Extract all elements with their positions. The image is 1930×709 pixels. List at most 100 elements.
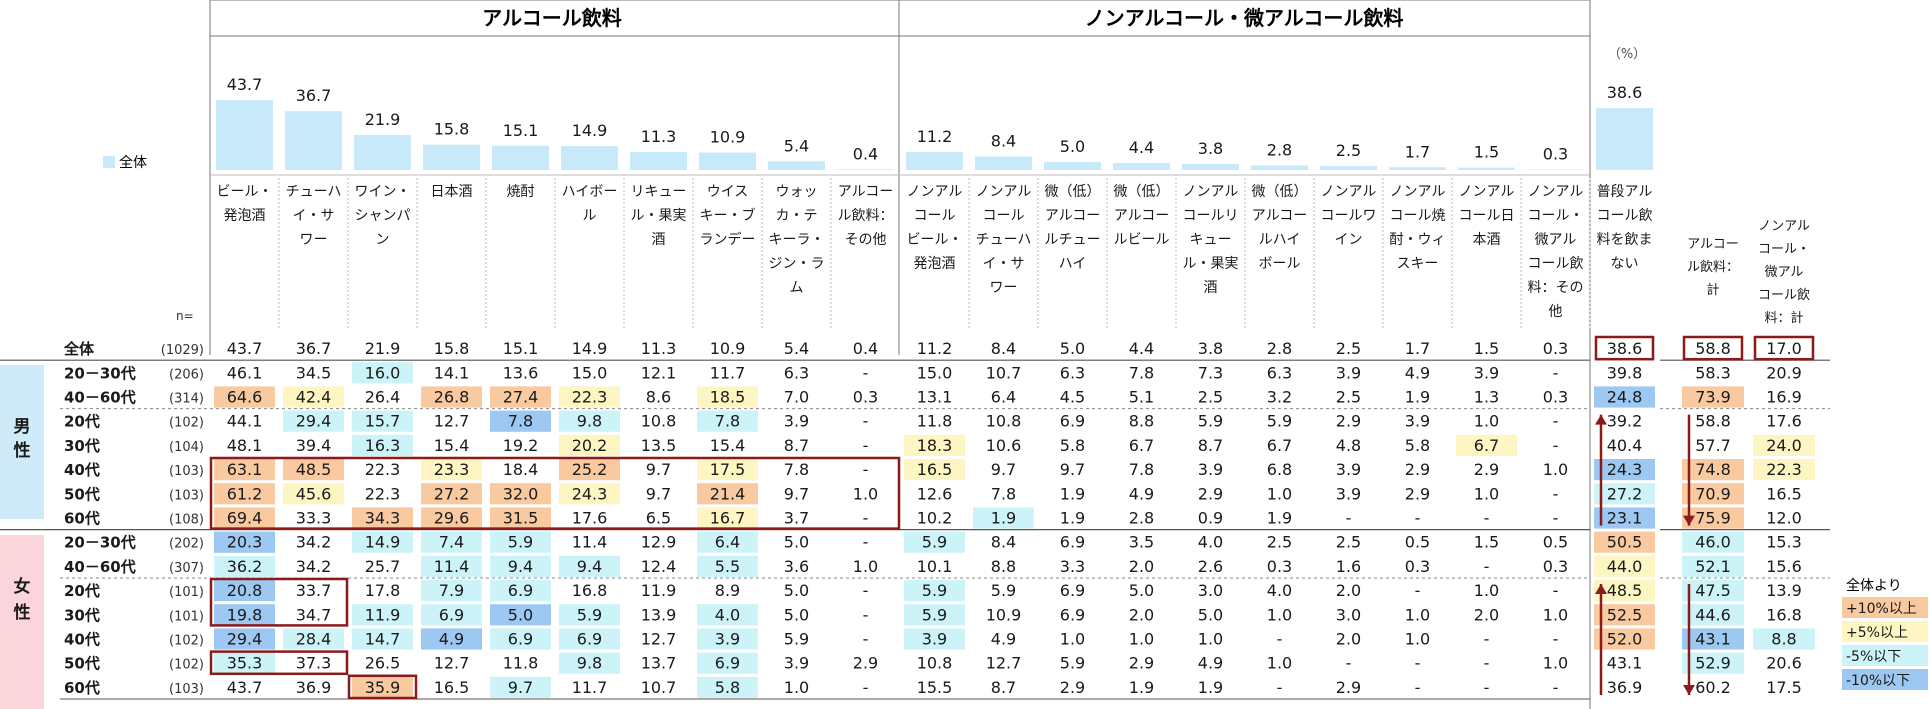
highlight-box-overall-nonalcohol — [1753, 335, 1815, 361]
table-cell: 4.0 — [715, 605, 740, 624]
table-cell: 1.0 — [1474, 581, 1499, 600]
row-label: 全体 — [63, 340, 95, 358]
table-cell: 10.1 — [917, 557, 953, 576]
table-cell: 3.9 — [1336, 460, 1361, 479]
table-cell: 18.4 — [503, 460, 539, 479]
shaded-cell — [1594, 507, 1655, 529]
table-cell: 6.5 — [646, 509, 671, 528]
table-cell: 4.5 — [1060, 388, 1085, 407]
gender-panel-male — [0, 365, 44, 519]
legend-label: -5%以下 — [1846, 649, 1901, 665]
table-cell: 35.9 — [365, 678, 401, 697]
shaded-cell — [1682, 483, 1744, 505]
table-cell: 23.1 — [1607, 509, 1643, 528]
table-cell: 3.9 — [922, 630, 947, 649]
column-header-label: 微アル — [1535, 232, 1577, 248]
table-cell: 3.9 — [784, 412, 809, 431]
table-cell: 3.3 — [1060, 557, 1085, 576]
shaded-cell — [1682, 507, 1744, 529]
table-cell: - — [1484, 678, 1490, 697]
overall-bar-label: 38.6 — [1607, 83, 1643, 102]
table-cell: 24.8 — [1607, 388, 1643, 407]
table-cell: 43.1 — [1695, 630, 1731, 649]
column-header-label: ム — [790, 280, 804, 296]
table-cell: 12.0 — [1766, 509, 1802, 528]
extra-column-header-label: ノンアル — [1758, 219, 1810, 234]
row-n: (103) — [169, 464, 204, 479]
table-cell: 1.5 — [1474, 533, 1499, 552]
table-cell: 58.8 — [1695, 412, 1731, 431]
table-cell: 3.7 — [784, 509, 809, 528]
column-header-label: キュー — [1190, 232, 1232, 248]
overall-bar — [630, 151, 687, 170]
overall-bar — [906, 152, 963, 170]
highlight-box-overall-none — [1594, 335, 1655, 361]
table-cell: - — [1346, 654, 1352, 673]
table-cell: 32.0 — [503, 484, 539, 503]
table-cell: 52.1 — [1695, 557, 1731, 576]
table-cell: - — [1553, 630, 1559, 649]
table-cell: 9.7 — [508, 678, 533, 697]
table-cell: 7.4 — [439, 533, 464, 552]
table-cell: 7.8 — [508, 412, 533, 431]
table-cell: 11.9 — [365, 605, 401, 624]
shaded-cell — [697, 386, 758, 408]
table-cell: 3.9 — [784, 654, 809, 673]
table-cell: 17.5 — [1766, 678, 1802, 697]
table-cell: 3.0 — [1336, 605, 1361, 624]
table-cell: 1.0 — [1405, 630, 1430, 649]
column-header-label: シャンパ — [355, 208, 411, 224]
column-header-label: キーラ・ — [769, 232, 825, 248]
table-cell: 1.0 — [1060, 630, 1085, 649]
shaded-cell — [490, 555, 551, 577]
table-cell: 1.3 — [1474, 388, 1499, 407]
table-cell: 34.2 — [296, 557, 332, 576]
table-cell: 14.1 — [434, 363, 470, 382]
table-cell: 28.4 — [296, 630, 332, 649]
row-n: (103) — [169, 682, 204, 697]
table-cell: 0.5 — [1543, 533, 1568, 552]
column-header-label: ノンアル — [1321, 184, 1377, 200]
table-cell: 2.9 — [1336, 678, 1361, 697]
table-cell: 10.7 — [641, 678, 677, 697]
table-cell: 1.9 — [1405, 388, 1430, 407]
table-cell: - — [1484, 557, 1490, 576]
table-cell: 0.4 — [853, 339, 878, 358]
highlight-box-male-40-60 — [209, 456, 901, 530]
table-cell: - — [1484, 630, 1490, 649]
table-cell: 31.5 — [503, 509, 539, 528]
column-header-label: 焼酎 — [507, 184, 535, 200]
table-cell: 3.5 — [1129, 533, 1154, 552]
table-cell: 40.4 — [1607, 436, 1643, 455]
table-cell: 22.3 — [365, 484, 401, 503]
table-cell: - — [1415, 678, 1421, 697]
table-cell: 3.0 — [1198, 581, 1223, 600]
table-cell: 52.0 — [1607, 630, 1643, 649]
table-cell: 42.4 — [296, 388, 332, 407]
shaded-cell — [214, 483, 275, 505]
gender-label-female: 性 — [14, 602, 31, 623]
shaded-cell — [1682, 628, 1744, 650]
table-cell: 1.9 — [991, 509, 1016, 528]
shaded-cell — [283, 410, 344, 432]
table-cell: 70.9 — [1695, 484, 1731, 503]
column-header-label: コール飲 — [1528, 256, 1584, 272]
table-cell: 0.5 — [1405, 533, 1430, 552]
table-cell: 16.9 — [1766, 388, 1802, 407]
row-n: (314) — [169, 392, 204, 407]
table-cell: 43.7 — [227, 339, 263, 358]
column-header-label: ビール・ — [217, 184, 273, 200]
shaded-cell — [904, 580, 965, 602]
overall-bar — [561, 146, 618, 170]
table-cell: 16.8 — [572, 581, 608, 600]
table-cell: 26.8 — [434, 388, 470, 407]
table-cell: 15.6 — [1766, 557, 1802, 576]
table-cell: 8.7 — [784, 436, 809, 455]
table-cell: 6.7 — [1474, 436, 1499, 455]
gender-panel-female — [0, 535, 44, 709]
shaded-cell — [697, 676, 758, 698]
column-header-label: 発泡酒 — [224, 208, 266, 224]
table-cell: 3.9 — [715, 630, 740, 649]
shaded-cell — [1594, 386, 1655, 408]
